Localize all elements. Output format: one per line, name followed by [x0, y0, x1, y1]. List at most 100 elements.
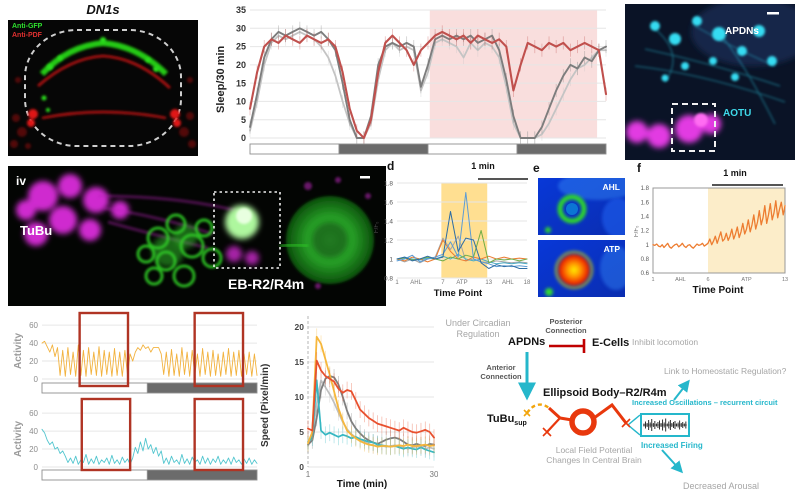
diagram-ecells-node: E-Cells [592, 337, 630, 349]
eb-micrograph-art [8, 166, 386, 306]
panel-f-scalebar-line [712, 184, 783, 186]
eb-dashed-box [213, 191, 281, 269]
svg-text:10: 10 [295, 392, 305, 402]
panel-eb-micrograph: iv TuBu EB-R2/R4m [8, 166, 386, 306]
diagram-inhibit-note: Inhibit locomotion [632, 337, 699, 347]
svg-text:30: 30 [236, 23, 246, 33]
svg-text:40: 40 [29, 427, 38, 436]
svg-text:60: 60 [29, 321, 38, 330]
eb-r2r4m-label: EB-R2/R4m [228, 276, 305, 292]
eb-circuit-glyph [523, 402, 631, 437]
apdns-label: APDNs [725, 26, 759, 37]
dn1s-micrograph-art [8, 20, 198, 156]
ahl-image-label: AHL [602, 182, 620, 192]
atp-image-label: ATP [603, 244, 620, 254]
svg-text:18: 18 [524, 280, 531, 286]
panel-dn1s-title: DN1s [86, 2, 120, 17]
diagram-ellipsoid-node: Ellipsoid Body–R2/R4m [543, 387, 667, 399]
svg-text:40: 40 [29, 339, 38, 348]
atp-heat-art [538, 240, 625, 297]
svg-text:7: 7 [441, 280, 445, 286]
activity-bottom-chart: 0 20 40 60 [29, 397, 258, 481]
svg-text:20: 20 [295, 322, 305, 332]
svg-text:1.2: 1.2 [641, 229, 650, 235]
svg-text:0: 0 [241, 133, 246, 143]
aotu-label: AOTU [723, 108, 752, 119]
panel-apdns-micrograph: APDNs AOTU [625, 4, 795, 160]
svg-text:1: 1 [306, 470, 311, 479]
svg-text:5: 5 [299, 427, 304, 437]
svg-text:30: 30 [430, 470, 438, 479]
activity-top-ylabel: Activity [13, 332, 24, 370]
svg-text:ATP: ATP [456, 280, 467, 286]
panel-iv-letter: iv [16, 174, 27, 188]
diagram-oscillations-note: Increased Oscillations – recurrent circu… [632, 398, 778, 407]
panel-f-scalebar-label: 1 min [723, 168, 747, 178]
panel-e-letter: e [533, 161, 540, 175]
speed-chart-ylabel: Speed (Pixel/min) [260, 363, 271, 447]
panel-d-ylabel: F/F₀ [374, 221, 380, 233]
diagram-lfp-note: Local Field Potential Changes In Central… [546, 445, 642, 466]
panel-dn1s-micrograph: Anti-GFP Anti-PDF [8, 20, 198, 156]
svg-text:1.6: 1.6 [384, 199, 393, 206]
svg-text:0: 0 [34, 375, 39, 384]
svg-text:1.6: 1.6 [641, 200, 650, 206]
svg-text:0.6: 0.6 [641, 271, 650, 277]
svg-text:60: 60 [29, 409, 38, 418]
arousal-arrow [661, 449, 684, 474]
ahl-heat-image: AHL [538, 178, 625, 235]
svg-text:1: 1 [395, 280, 399, 286]
svg-text:AHL: AHL [502, 280, 514, 286]
activity-top-chart: 0 20 40 60 [29, 311, 258, 394]
panel-d-letter: d [387, 159, 395, 173]
svg-text:AHL: AHL [675, 277, 686, 283]
svg-text:15: 15 [236, 78, 246, 88]
svg-text:25: 25 [236, 42, 246, 52]
svg-text:13: 13 [782, 277, 788, 283]
svg-text:1: 1 [646, 243, 650, 249]
diagram-tubu-node: TuBusup [487, 413, 527, 427]
diagram-circadian-note: Under Circadian Regulation [445, 318, 511, 339]
diagram-anterior-label: Anterior Connection [480, 363, 522, 381]
activity-bottom-ylabel: Activity [13, 420, 24, 458]
diagram-homeostatic-note: Link to Homeostatic Regulation? [664, 366, 787, 376]
stain-label-pdf: Anti-PDF [12, 32, 42, 39]
tubu-label: TuBu [20, 223, 53, 238]
svg-text:1.2: 1.2 [384, 237, 393, 244]
aotu-dashed-box [671, 103, 716, 152]
diagram-apdns-node: APDNs [508, 336, 546, 348]
svg-text:20: 20 [29, 445, 38, 454]
sleep-chart: 0 5 10 15 20 25 30 35 [236, 5, 608, 155]
svg-text:10: 10 [236, 97, 246, 107]
apdns-micrograph-art [625, 4, 795, 160]
stain-label-gfp: Anti-GFP [12, 23, 43, 30]
atp-heat-image: ATP [538, 240, 625, 297]
svg-text:20: 20 [236, 60, 246, 70]
firing-trace-box [640, 413, 690, 437]
inhibition-arrow [549, 339, 586, 353]
svg-text:6: 6 [706, 277, 709, 283]
calcium-multi-chart: 0.811.21.41.61.81 AHL 7 ATP 13 AHL 18 [384, 180, 531, 286]
panel-f-letter: f [637, 161, 641, 175]
tubu-node-text: TuBu [487, 413, 515, 425]
panel-d-scalebar-label: 1 min [471, 161, 495, 171]
svg-text:1.4: 1.4 [384, 218, 393, 225]
svg-text:0.8: 0.8 [641, 257, 650, 263]
diagram-firing-note: Increased Firing [641, 441, 703, 450]
spike-train-icon [643, 418, 687, 432]
speed-chart-xlabel: Time (min) [336, 479, 388, 490]
svg-text:1.4: 1.4 [641, 214, 650, 220]
calcium-single-chart: 0.6 0.8 1 1.2 1.4 1.6 1.8 1 AHL 6 ATP 13 [641, 186, 788, 283]
sleep-chart-ylabel: Sleep/30 min [215, 45, 227, 114]
panel-d-scalebar-line [478, 178, 528, 180]
diagram-arousal-note: Decreased Arousal [683, 481, 760, 491]
svg-text:0: 0 [34, 463, 39, 472]
svg-text:1.8: 1.8 [384, 180, 393, 187]
svg-text:13: 13 [485, 280, 492, 286]
trace-callout-line-top [627, 414, 641, 426]
svg-text:0: 0 [299, 462, 304, 472]
scale-bar [360, 176, 370, 179]
panel-f-xlabel: Time Point [692, 285, 744, 296]
panel-d-xlabel: Time Point [433, 288, 483, 299]
